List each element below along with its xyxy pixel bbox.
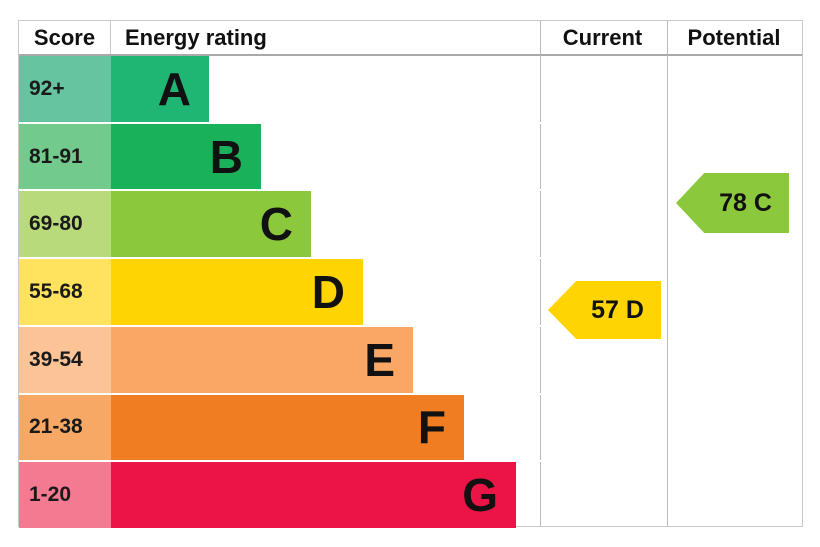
rating-row: 81-91 B bbox=[19, 123, 541, 192]
rating-row: 55-68 D bbox=[19, 259, 541, 327]
rating-bar-d: D bbox=[111, 259, 363, 325]
rating-bar-g: G bbox=[111, 462, 516, 529]
score-range-label: 92+ bbox=[19, 56, 111, 122]
header-potential: Potential bbox=[687, 24, 781, 50]
rating-bar-f: F bbox=[111, 394, 464, 461]
score-range-label: 21-38 bbox=[19, 394, 111, 461]
score-range-label: 39-54 bbox=[19, 326, 111, 393]
potential-column-divider bbox=[667, 21, 668, 526]
potential-rating-arrow: 78 C bbox=[676, 173, 789, 233]
rating-row: 1-20 G bbox=[19, 462, 541, 529]
score-range-label: 1-20 bbox=[19, 462, 111, 529]
score-range-label: 69-80 bbox=[19, 191, 111, 258]
rating-row: 69-80 C bbox=[19, 191, 541, 260]
score-range-label: 55-68 bbox=[19, 259, 111, 325]
score-range-label: 81-91 bbox=[19, 123, 111, 190]
rating-bar-c: C bbox=[111, 191, 311, 258]
rating-bar-a: A bbox=[111, 56, 209, 122]
rating-row: 39-54 E bbox=[19, 326, 541, 395]
header-energy-rating: Energy rating bbox=[125, 24, 267, 50]
header-current: Current bbox=[562, 24, 643, 50]
epc-table: Score Energy rating Current Potential 92… bbox=[18, 20, 803, 529]
current-rating-arrow: 57 D bbox=[548, 281, 661, 339]
rating-bar-e: E bbox=[111, 326, 413, 393]
table-header: Score Energy rating Current Potential bbox=[19, 21, 802, 56]
rating-rows: 92+ A 81-91 B 69-80 C 55-68 D 39-54 E 21… bbox=[19, 56, 541, 529]
rating-row: 92+ A bbox=[19, 56, 541, 124]
rating-bar-b: B bbox=[111, 123, 261, 190]
current-column-divider bbox=[540, 21, 541, 526]
rating-row: 21-38 F bbox=[19, 394, 541, 463]
header-score: Score bbox=[19, 21, 111, 54]
